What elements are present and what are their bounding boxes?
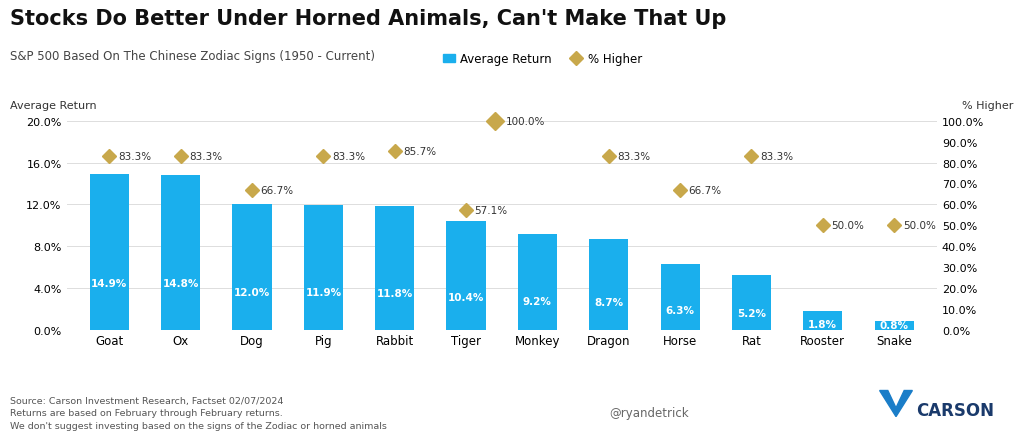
- Text: 100.0%: 100.0%: [505, 117, 545, 126]
- Bar: [161, 176, 201, 330]
- Text: 0.8%: 0.8%: [880, 321, 908, 331]
- Text: 14.9%: 14.9%: [91, 278, 128, 288]
- Bar: [803, 311, 843, 330]
- Bar: [446, 221, 485, 330]
- Polygon shape: [880, 391, 912, 417]
- Text: 9.2%: 9.2%: [523, 296, 552, 306]
- Text: 83.3%: 83.3%: [332, 151, 366, 161]
- Text: 83.3%: 83.3%: [118, 151, 152, 161]
- Text: 57.1%: 57.1%: [475, 206, 508, 216]
- Text: 66.7%: 66.7%: [689, 186, 722, 196]
- Text: CARSON: CARSON: [916, 401, 994, 419]
- Text: @ryandetrick: @ryandetrick: [609, 406, 689, 419]
- Text: 10.4%: 10.4%: [447, 293, 484, 302]
- Bar: [660, 264, 699, 330]
- Text: 66.7%: 66.7%: [261, 186, 294, 196]
- Bar: [589, 239, 629, 330]
- Text: Stocks Do Better Under Horned Animals, Can't Make That Up: Stocks Do Better Under Horned Animals, C…: [10, 9, 727, 29]
- Bar: [90, 174, 129, 330]
- Text: Average Return: Average Return: [10, 101, 97, 111]
- Text: S&P 500 Based On The Chinese Zodiac Signs (1950 - Current): S&P 500 Based On The Chinese Zodiac Sign…: [10, 50, 375, 63]
- Text: 83.3%: 83.3%: [617, 151, 650, 161]
- Text: 11.8%: 11.8%: [377, 288, 413, 298]
- Bar: [375, 207, 415, 330]
- Bar: [732, 276, 771, 330]
- Text: 11.9%: 11.9%: [305, 288, 341, 298]
- Bar: [304, 206, 343, 330]
- Text: 12.0%: 12.0%: [233, 287, 270, 297]
- Text: 1.8%: 1.8%: [808, 319, 838, 329]
- Legend: Average Return, % Higher: Average Return, % Higher: [438, 48, 646, 71]
- Bar: [518, 234, 557, 330]
- Text: % Higher: % Higher: [963, 101, 1014, 111]
- Text: 85.7%: 85.7%: [403, 146, 436, 156]
- Text: 50.0%: 50.0%: [903, 221, 936, 230]
- Text: 83.3%: 83.3%: [760, 151, 794, 161]
- Bar: [232, 205, 271, 330]
- Text: 5.2%: 5.2%: [737, 309, 766, 319]
- Text: 14.8%: 14.8%: [163, 279, 199, 289]
- Text: 6.3%: 6.3%: [666, 305, 694, 315]
- Text: 50.0%: 50.0%: [831, 221, 864, 230]
- Text: 8.7%: 8.7%: [594, 298, 624, 308]
- Bar: [874, 322, 913, 330]
- Text: 83.3%: 83.3%: [189, 151, 222, 161]
- Text: Source: Carson Investment Research, Factset 02/07/2024
Returns are based on Febr: Source: Carson Investment Research, Fact…: [10, 396, 387, 430]
